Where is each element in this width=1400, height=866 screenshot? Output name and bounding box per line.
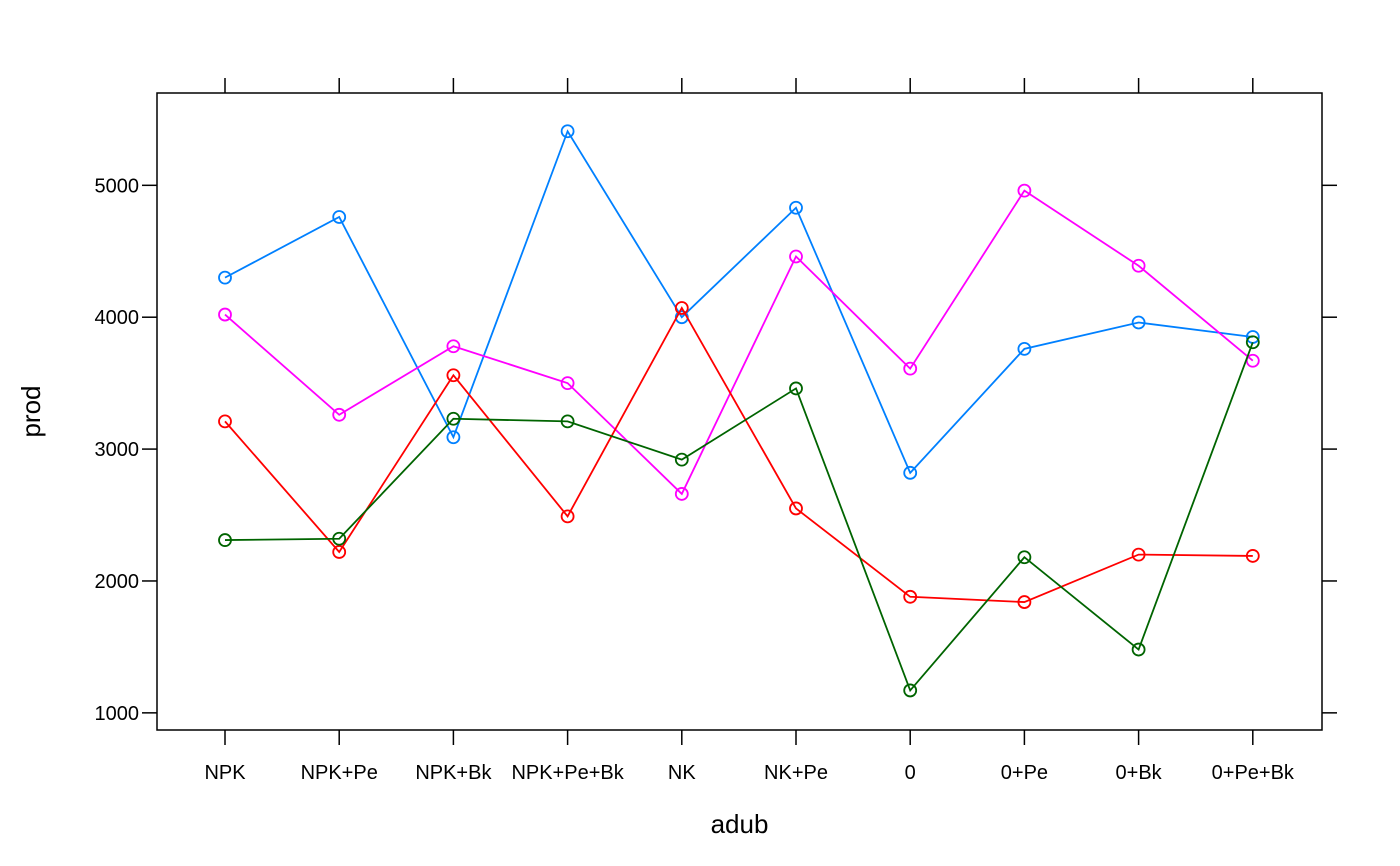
x-tick-label: 0: [905, 762, 916, 784]
x-axis-title: adub: [711, 809, 769, 839]
data-point: [218, 307, 232, 322]
series-line: [224, 306, 1253, 603]
series-line: [224, 129, 1253, 475]
plot-frame: [156, 92, 1323, 731]
x-tick-label: NPK: [204, 762, 246, 784]
data-point: [446, 411, 461, 426]
series-layer: [218, 124, 1260, 698]
x-tick-label: NPK+Pe: [301, 762, 378, 784]
data-point: [903, 465, 918, 480]
series-line: [224, 189, 1254, 496]
y-tick-label: 5000: [95, 175, 140, 197]
x-tick-label: NPK+Bk: [415, 762, 492, 784]
data-point: [1245, 335, 1260, 350]
y-tick-label: 2000: [95, 571, 140, 593]
data-point: [218, 270, 232, 285]
x-tick-label: NPK+Pe+Bk: [511, 762, 624, 784]
y-tick-label: 3000: [95, 439, 140, 461]
data-point: [332, 210, 347, 224]
data-point: [903, 361, 918, 376]
axis-ticks: NPK NPK+Pe NPK+Bk NPK+Pe+Bk NK NK+Pe 0 0+Pe 0+Bk…: [95, 78, 1337, 784]
data-point: [446, 368, 461, 383]
data-point: [446, 430, 461, 445]
series-1: [218, 124, 1260, 480]
data-point: [674, 452, 689, 467]
data-point: [1131, 642, 1146, 657]
x-tick-label: 0+Pe+Bk: [1212, 762, 1295, 784]
data-point: [789, 200, 803, 215]
data-point: [1017, 341, 1032, 356]
x-tick-label: 0+Bk: [1116, 762, 1163, 784]
data-point: [789, 381, 803, 396]
data-point: [903, 589, 918, 604]
data-point: [674, 301, 689, 315]
series-4: [218, 335, 1260, 698]
data-point: [674, 487, 689, 501]
data-point: [560, 509, 575, 524]
data-point: [1017, 595, 1032, 609]
x-tick-label: 0+Pe: [1001, 762, 1048, 784]
data-point: [332, 407, 347, 422]
data-point: [903, 683, 918, 698]
y-axis-title: prod: [16, 385, 46, 437]
data-point: [560, 376, 575, 391]
data-point: [1131, 258, 1146, 273]
data-point: [1131, 547, 1146, 562]
data-point: [560, 414, 575, 429]
data-point: [1131, 315, 1146, 330]
data-point: [1017, 550, 1032, 565]
series-line: [224, 341, 1254, 693]
y-tick-label: 1000: [95, 703, 140, 725]
series-3: [218, 301, 1260, 609]
series-2: [218, 183, 1260, 501]
data-point: [446, 339, 461, 354]
y-tick-label: 4000: [95, 307, 140, 329]
data-point: [218, 533, 232, 547]
data-point: [1245, 549, 1260, 563]
data-point: [560, 124, 575, 139]
data-point: [332, 531, 347, 546]
data-point: [1017, 183, 1032, 198]
data-point: [789, 249, 803, 264]
x-tick-label: NK+Pe: [764, 762, 828, 784]
x-tick-label: NK: [668, 762, 696, 784]
data-point: [789, 501, 803, 516]
data-point: [332, 545, 347, 559]
data-point: [218, 414, 232, 429]
